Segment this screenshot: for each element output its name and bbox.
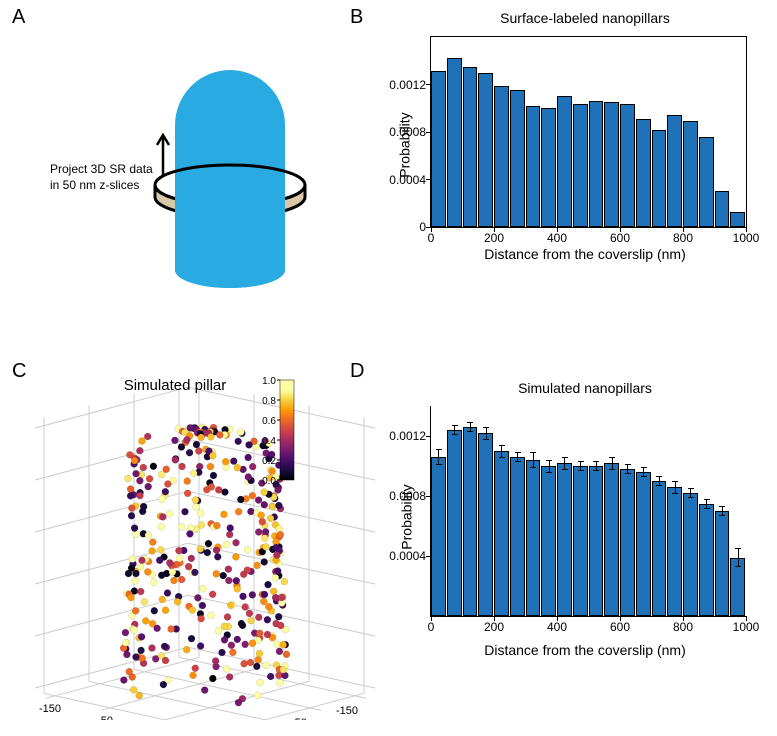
bar bbox=[447, 430, 462, 616]
scatter3d-svg: 02004006008001000-150-5050150-150-505015… bbox=[20, 370, 380, 720]
ytick: 0.0012 bbox=[376, 429, 426, 443]
bar bbox=[636, 119, 651, 227]
bar bbox=[715, 191, 730, 227]
chart-d-xlabel: Distance from the coverslip (nm) bbox=[420, 642, 750, 658]
svg-text:0.0: 0.0 bbox=[262, 476, 276, 487]
bar bbox=[463, 427, 478, 616]
bar bbox=[667, 487, 682, 616]
bar bbox=[573, 466, 588, 616]
panel-c-3dscatter: 02004006008001000-150-5050150-150-505015… bbox=[20, 370, 380, 720]
xtick: 800 bbox=[673, 620, 693, 634]
bar bbox=[541, 108, 556, 227]
xtick: 400 bbox=[547, 620, 567, 634]
xtick: 600 bbox=[610, 231, 630, 245]
xtick: 400 bbox=[547, 231, 567, 245]
ytick: 0.0004 bbox=[376, 549, 426, 563]
bar bbox=[683, 493, 698, 616]
bar bbox=[557, 96, 572, 227]
chart-d-ylabel: Probability bbox=[399, 484, 415, 549]
panel-a-text2: in 50 nm z-slices bbox=[50, 178, 139, 193]
bar bbox=[478, 433, 493, 616]
bar bbox=[604, 102, 619, 227]
bar bbox=[699, 504, 714, 617]
bar bbox=[431, 457, 446, 616]
bar bbox=[510, 90, 525, 227]
xtick: 200 bbox=[484, 620, 504, 634]
svg-text:Simulated pillar: Simulated pillar bbox=[124, 377, 227, 394]
bar bbox=[589, 101, 604, 227]
bar bbox=[699, 137, 714, 227]
panel-b-label: B bbox=[350, 6, 363, 29]
bar bbox=[715, 511, 730, 616]
bar bbox=[667, 115, 682, 227]
chart-b-xlabel: Distance from the coverslip (nm) bbox=[420, 246, 750, 262]
bar bbox=[526, 106, 541, 227]
svg-text:0.6: 0.6 bbox=[262, 416, 276, 427]
xtick: 1000 bbox=[733, 620, 760, 634]
svg-text:0.4: 0.4 bbox=[262, 436, 276, 447]
xtick: 200 bbox=[484, 231, 504, 245]
xtick: 0 bbox=[428, 620, 435, 634]
xtick: 0 bbox=[428, 231, 435, 245]
bar bbox=[478, 73, 493, 227]
panel-a-label: A bbox=[12, 6, 25, 29]
bar bbox=[730, 212, 745, 227]
panel-a-diagram: Project 3D SR data in 50 nm z-slices bbox=[50, 40, 330, 320]
svg-text:0.2: 0.2 bbox=[262, 456, 276, 467]
ytick: 0.0012 bbox=[376, 78, 426, 92]
bar bbox=[494, 86, 509, 227]
bar bbox=[589, 466, 604, 616]
bar bbox=[636, 472, 651, 616]
chart-b-ylabel: Probability bbox=[397, 112, 413, 177]
bar bbox=[447, 58, 462, 227]
bar bbox=[526, 460, 541, 616]
bar bbox=[541, 466, 556, 616]
bar bbox=[683, 121, 698, 227]
bar bbox=[431, 71, 446, 227]
xtick: 1000 bbox=[733, 231, 760, 245]
svg-text:0.8: 0.8 bbox=[262, 396, 276, 407]
panel-a-text1: Project 3D SR data bbox=[50, 162, 153, 177]
chart-d-title: Simulated nanopillars bbox=[420, 380, 750, 396]
bar bbox=[604, 463, 619, 616]
svg-text:-50: -50 bbox=[97, 715, 113, 720]
chart-b: Surface-labeled nanopillars 020040060080… bbox=[420, 30, 750, 260]
svg-text:1.0: 1.0 bbox=[262, 376, 276, 387]
bar bbox=[620, 104, 635, 228]
bar bbox=[652, 481, 667, 616]
chart-b-title: Surface-labeled nanopillars bbox=[420, 10, 750, 26]
bar bbox=[463, 67, 478, 227]
chart-d: Simulated nanopillars 020040060080010000… bbox=[420, 400, 750, 660]
bar bbox=[573, 104, 588, 228]
bar bbox=[620, 469, 635, 616]
bar bbox=[510, 457, 525, 616]
bar bbox=[652, 130, 667, 227]
svg-text:-50: -50 bbox=[291, 717, 307, 720]
xtick: 800 bbox=[673, 231, 693, 245]
ytick: 0 bbox=[376, 220, 426, 234]
bar bbox=[557, 463, 572, 616]
svg-text:-150: -150 bbox=[336, 705, 358, 717]
xtick: 600 bbox=[610, 620, 630, 634]
svg-text:-150: -150 bbox=[39, 703, 61, 715]
bar bbox=[494, 451, 509, 616]
